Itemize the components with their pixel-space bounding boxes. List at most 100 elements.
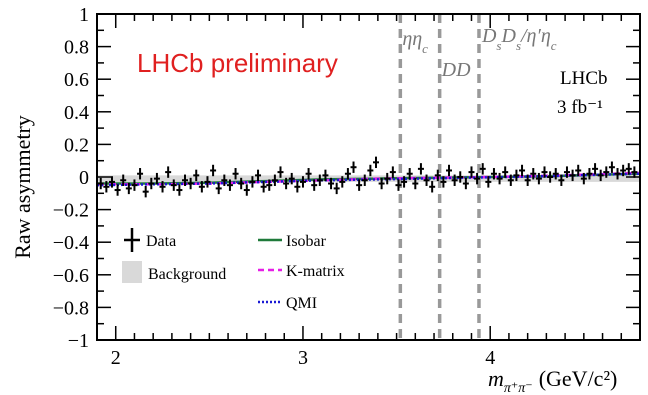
data-point: [631, 166, 638, 178]
data-point: [429, 181, 436, 193]
data-point: [479, 163, 486, 175]
data-point: [120, 174, 127, 186]
lhcb-preliminary-watermark: LHCb preliminary: [137, 48, 338, 78]
y-tick-label: 0.2: [64, 134, 89, 156]
y-tick-label: −0.8: [53, 297, 89, 319]
y-axis-label: Raw asymmetry: [10, 115, 35, 259]
x-tick-label: 3: [298, 347, 308, 369]
legend-label: QMI: [286, 295, 317, 312]
data-point: [367, 164, 374, 177]
data-point: [271, 174, 278, 186]
data-point: [108, 176, 115, 188]
data-point: [519, 164, 526, 177]
data-point: [490, 168, 497, 180]
x-axis-label: mπ⁺π⁻ (GeV/c²): [488, 366, 617, 395]
data-point: [148, 177, 155, 190]
data-point: [485, 176, 492, 188]
data-point: [210, 164, 217, 177]
data-point: [625, 163, 632, 175]
legend-label: K-matrix: [286, 263, 345, 280]
data-point: [103, 181, 110, 193]
data-point: [474, 172, 481, 185]
data-point: [299, 176, 306, 188]
legend-item-qmi: QMI: [258, 295, 317, 312]
data-point: [204, 176, 211, 188]
data-point: [249, 176, 256, 188]
legend-item-data: Data: [124, 228, 176, 252]
data-point: [159, 181, 166, 193]
data-point: [552, 168, 559, 180]
luminosity-text: 3 fb⁻¹: [557, 97, 603, 118]
data-point: [524, 174, 531, 186]
legend-label: Background: [148, 266, 226, 283]
data-point: [339, 176, 346, 188]
data-point: [457, 171, 464, 183]
y-tick-label: 0.8: [64, 37, 89, 59]
data-point: [389, 166, 396, 178]
data-point: [142, 185, 149, 198]
y-tick-label: −0.2: [53, 200, 89, 222]
data-point: [558, 174, 565, 186]
data-point: [277, 166, 284, 178]
data-point: [131, 179, 138, 191]
data-point: [305, 168, 312, 180]
data-point: [187, 177, 194, 190]
x-axis-unit: (GeV/c²): [539, 366, 618, 391]
data-point: [580, 172, 587, 185]
data-point: [406, 168, 413, 180]
data-point: [221, 174, 228, 186]
data-point: [563, 166, 570, 178]
data-point: [575, 164, 582, 177]
data-point: [193, 169, 200, 182]
data-point: [170, 179, 177, 191]
data-point: [283, 177, 290, 190]
data-point: [384, 172, 391, 185]
data-point: [316, 174, 323, 186]
vline-label-dd: DD: [441, 59, 471, 81]
data-point: [541, 166, 548, 178]
y-tick-label: −0.4: [53, 232, 89, 254]
data-point: [260, 181, 267, 193]
data-point: [530, 168, 537, 180]
data-point: [198, 181, 205, 193]
data-point: [608, 161, 615, 173]
y-tick-label: −0.6: [53, 265, 89, 287]
data-point: [232, 168, 239, 180]
data-point: [243, 184, 250, 196]
data-point: [502, 166, 509, 178]
data-point: [344, 168, 351, 180]
x-axis-symbol: m: [488, 366, 504, 391]
data-point: [255, 169, 262, 182]
legend-label: Data: [146, 233, 176, 250]
data-point: [592, 163, 599, 175]
data-point: [620, 164, 627, 177]
data-point: [361, 174, 368, 186]
data-point: [547, 171, 554, 183]
data-point: [165, 166, 172, 178]
data-point: [333, 182, 340, 195]
legend-item-background: Background: [122, 261, 226, 283]
data-point: [215, 182, 222, 195]
data-point: [238, 177, 245, 190]
y-tick-label: 0.4: [64, 102, 89, 124]
data-point: [137, 168, 144, 180]
data-point: [226, 179, 233, 191]
data-point: [97, 177, 104, 190]
data-point: [350, 161, 357, 173]
x-tick-label: 4: [485, 347, 495, 369]
data-point: [569, 169, 576, 182]
legend: Data Background Isobar K-matrix QMI: [122, 228, 345, 312]
data-point: [513, 169, 520, 182]
data-point: [496, 172, 503, 185]
y-tick-label: 0: [79, 167, 89, 189]
data-point: [401, 176, 408, 188]
data-point: [440, 176, 447, 188]
data-point: [125, 182, 132, 195]
y-tick-label: −1: [68, 330, 89, 352]
data-point: [288, 172, 295, 185]
data-point: [372, 156, 379, 169]
data-point: [423, 174, 430, 186]
y-tick-label: 1: [79, 4, 89, 26]
data-point: [507, 174, 514, 186]
